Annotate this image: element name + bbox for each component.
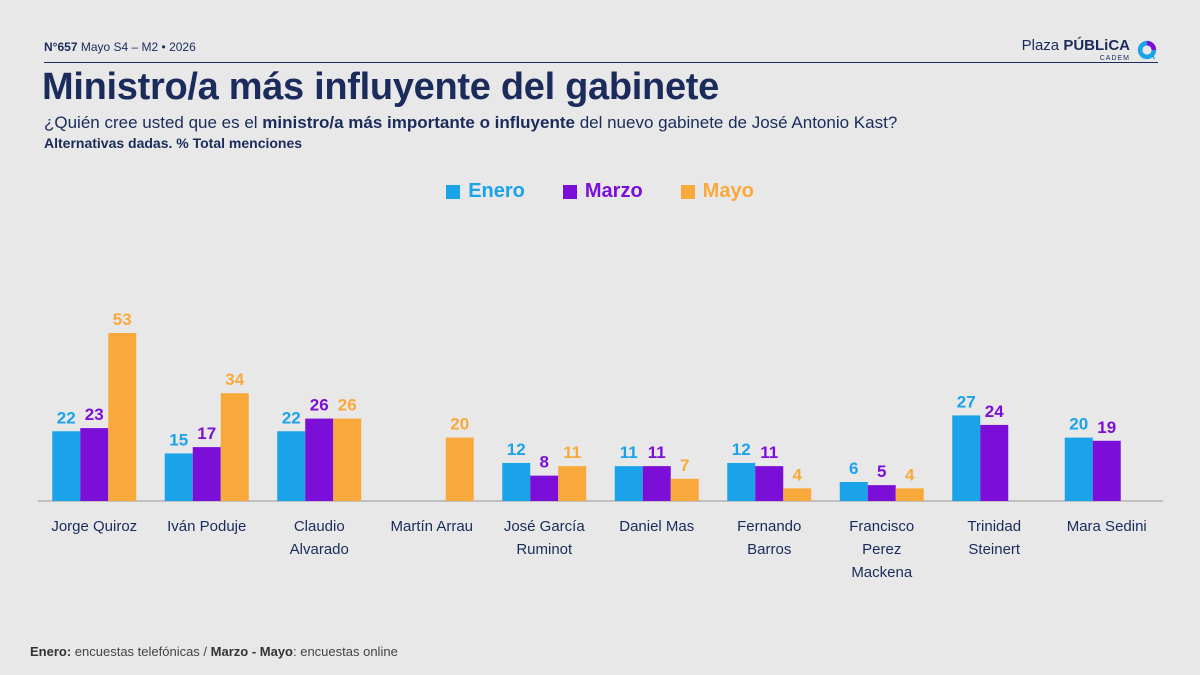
data-label-enero: 20 bbox=[1069, 415, 1088, 434]
bar-enero bbox=[614, 466, 643, 501]
data-label-marzo: 8 bbox=[540, 453, 549, 472]
category-label: Mara Sedini bbox=[1067, 518, 1147, 535]
bar-marzo bbox=[980, 424, 1009, 501]
page-title: Ministro/a más influyente del gabinete bbox=[42, 66, 719, 108]
bar-mayo bbox=[783, 488, 812, 501]
issue-label: N°657 Mayo S4 – M2 • 2026 bbox=[44, 40, 196, 54]
bar-marzo bbox=[80, 428, 109, 501]
footnote-enero-label: Enero: bbox=[30, 644, 72, 659]
question-pre: ¿Quién cree usted que es el bbox=[44, 113, 263, 132]
category-label: Francisco bbox=[849, 518, 914, 535]
header-divider bbox=[44, 62, 1158, 63]
plaza-publica-logo-icon bbox=[1137, 40, 1157, 61]
data-label-mayo: 34 bbox=[225, 370, 244, 389]
data-label-marzo: 24 bbox=[985, 402, 1004, 421]
bar-marzo bbox=[642, 466, 671, 501]
bar-marzo bbox=[867, 485, 896, 501]
data-label-mayo: 11 bbox=[563, 443, 581, 462]
chart-legend: Enero Marzo Mayo bbox=[0, 180, 1200, 203]
category-label: José García bbox=[504, 518, 586, 535]
bar-mayo bbox=[108, 332, 137, 501]
data-label-marzo: 11 bbox=[760, 443, 778, 462]
bar-enero bbox=[839, 481, 868, 501]
legend-item-enero: Enero bbox=[446, 180, 525, 203]
bar-enero bbox=[952, 415, 981, 501]
issue-number: N°657 bbox=[44, 40, 78, 54]
data-label-marzo: 17 bbox=[197, 424, 216, 443]
data-label-enero: 22 bbox=[282, 408, 301, 427]
bar-enero bbox=[164, 453, 193, 501]
bar-marzo bbox=[530, 475, 559, 501]
data-label-enero: 15 bbox=[169, 430, 188, 449]
footnote-enero-text: encuestas telefónicas / bbox=[71, 644, 211, 659]
legend-label: Mayo bbox=[702, 180, 754, 202]
category-label: Jorge Quiroz bbox=[51, 518, 137, 535]
bar-enero bbox=[1064, 437, 1093, 501]
category-label: Alvarado bbox=[290, 541, 349, 558]
category-label: Martín Arrau bbox=[390, 518, 473, 535]
data-label-enero: 22 bbox=[57, 408, 76, 427]
legend-swatch bbox=[562, 184, 577, 199]
data-label-marzo: 19 bbox=[1097, 418, 1116, 437]
data-label-mayo: 53 bbox=[113, 310, 132, 329]
data-label-enero: 6 bbox=[849, 459, 858, 478]
bar-mayo bbox=[220, 393, 249, 501]
data-label-mayo: 26 bbox=[338, 396, 357, 415]
data-label-mayo: 4 bbox=[905, 465, 915, 484]
legend-swatch bbox=[680, 184, 695, 199]
data-label-marzo: 23 bbox=[85, 405, 104, 424]
bar-enero bbox=[277, 431, 306, 501]
survey-question: ¿Quién cree usted que es el ministro/a m… bbox=[44, 113, 897, 133]
data-label-mayo: 4 bbox=[793, 465, 803, 484]
legend-item-mayo: Mayo bbox=[680, 180, 754, 203]
brand-publica: PÚBLiCA bbox=[1063, 37, 1130, 54]
category-label: Iván Poduje bbox=[167, 518, 246, 535]
bar-mayo bbox=[895, 488, 924, 501]
brand-sub: CADEM bbox=[1099, 55, 1130, 62]
category-label: Trinidad bbox=[967, 518, 1021, 535]
question-post: del nuevo gabinete de José Antonio Kast? bbox=[574, 113, 898, 132]
category-label: Steinert bbox=[968, 541, 1021, 558]
data-label-mayo: 20 bbox=[450, 415, 469, 434]
data-label-enero: 11 bbox=[620, 443, 638, 462]
question-bold: ministro/a más importante o influyente bbox=[262, 113, 575, 132]
data-label-enero: 12 bbox=[732, 440, 751, 459]
category-label: Claudio bbox=[294, 518, 345, 535]
bar-enero bbox=[502, 462, 531, 501]
legend-label: Enero bbox=[468, 180, 525, 202]
legend-item-marzo: Marzo bbox=[562, 180, 643, 203]
bar-mayo bbox=[670, 478, 699, 501]
data-label-enero: 12 bbox=[507, 440, 526, 459]
data-label-marzo: 11 bbox=[648, 443, 666, 462]
legend-label: Marzo bbox=[584, 180, 643, 202]
bar-enero bbox=[727, 462, 756, 501]
data-label-marzo: 5 bbox=[877, 462, 886, 481]
bar-marzo bbox=[305, 418, 334, 501]
brand: Plaza PÚBLiCA CADEM bbox=[1022, 38, 1158, 62]
bar-enero bbox=[52, 431, 81, 501]
bar-mayo bbox=[445, 437, 474, 501]
category-label: Perez bbox=[862, 541, 901, 558]
footnote: Enero: encuestas telefónicas / Marzo - M… bbox=[30, 644, 398, 659]
bar-mayo bbox=[333, 418, 362, 501]
bar-mayo bbox=[558, 466, 587, 501]
issue-date: Mayo S4 – M2 • 2026 bbox=[80, 40, 196, 54]
category-label: Mackena bbox=[851, 564, 913, 581]
category-label: Daniel Mas bbox=[619, 518, 694, 535]
category-label: Fernando bbox=[737, 518, 801, 535]
data-label-mayo: 7 bbox=[680, 456, 689, 475]
bar-marzo bbox=[192, 447, 221, 501]
footnote-marzo-mayo-text: : encuestas online bbox=[293, 644, 398, 659]
chart-subtitle: Alternativas dadas. % Total menciones bbox=[44, 135, 303, 151]
footnote-marzo-mayo-label: Marzo - Mayo bbox=[210, 644, 293, 659]
legend-swatch bbox=[446, 184, 461, 199]
bar-marzo bbox=[755, 466, 784, 501]
category-label: Barros bbox=[747, 541, 791, 558]
category-label: Ruminot bbox=[516, 541, 573, 558]
brand-plaza: Plaza bbox=[1021, 37, 1060, 54]
data-label-enero: 27 bbox=[957, 392, 976, 411]
bar-marzo bbox=[1092, 440, 1121, 501]
data-label-marzo: 26 bbox=[310, 396, 329, 415]
